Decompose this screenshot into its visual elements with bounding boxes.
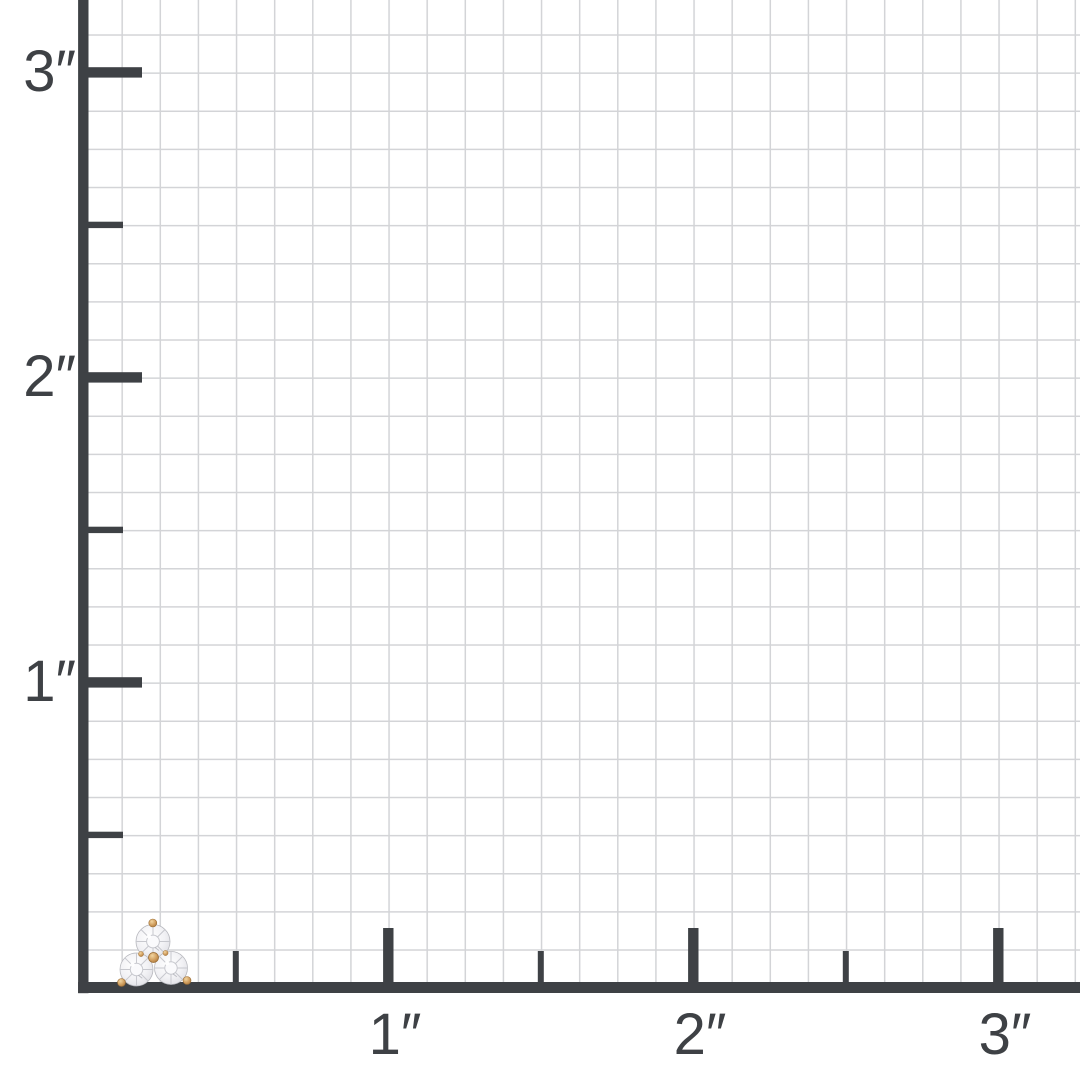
x-tick-label-1in: 1″ — [368, 1002, 422, 1067]
y-axis — [78, 0, 89, 994]
x-tick-label-3in: 3″ — [978, 1002, 1032, 1067]
x-axis — [78, 982, 1080, 993]
x-axis-major-ticks — [383, 928, 1004, 987]
y-tick-label-3in: 3″ — [23, 39, 76, 104]
y-tick-label-2in: 2″ — [23, 344, 76, 409]
x-tick-label-2in: 2″ — [673, 1002, 727, 1067]
x-axis-medium-ticks — [232, 951, 849, 987]
y-axis-major-ticks — [83, 67, 142, 688]
y-tick-label-1in: 1″ — [23, 649, 76, 714]
y-axis-medium-ticks — [83, 221, 123, 839]
measurement-grid — [83, 0, 1080, 988]
